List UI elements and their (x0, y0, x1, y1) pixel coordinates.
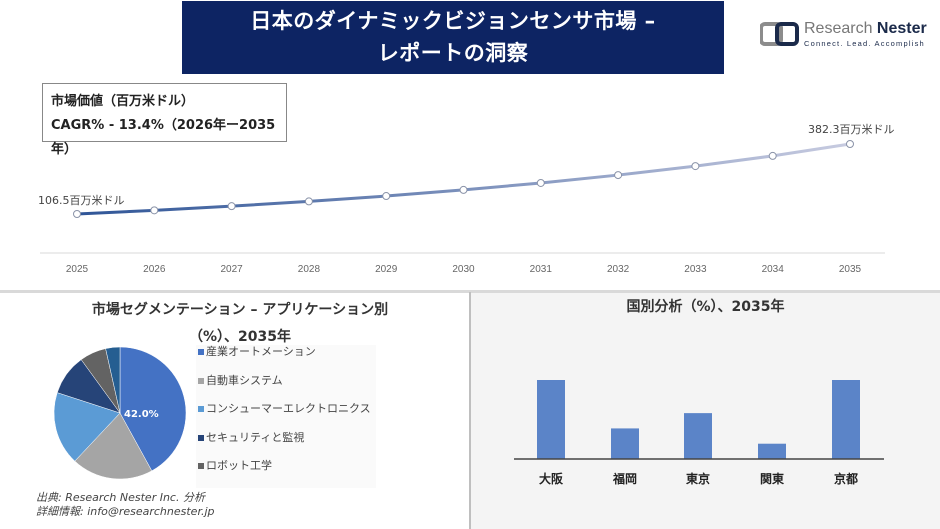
horizontal-divider (0, 290, 940, 293)
start-value-annotation: 106.5百万米ドル (38, 194, 125, 207)
legend-label: ロボット工学 (206, 459, 272, 472)
market-info-box: 市場価値（百万米ドル） CAGR% - 13.4%（2026年ー2035年） (42, 83, 287, 157)
pie-slice (53, 392, 121, 462)
page-title-line1: 日本のダイナミックビジョンセンサ市場 – (250, 9, 656, 33)
legend-item: セキュリティと監視 (196, 431, 376, 460)
x-tick-label: 2035 (839, 264, 862, 275)
segmentation-title: 市場セグメンテーション – アプリケーション別 （%）、2035年 (40, 297, 440, 351)
legend-label: コンシューマーエレクトロニクス (206, 402, 371, 415)
x-tick-label: 2030 (452, 264, 475, 275)
contact-line: 詳細情報: info@researchnester.jp (36, 505, 215, 518)
legend-item: コンシューマーエレクトロニクス (196, 402, 376, 431)
logo-icon (760, 22, 799, 46)
x-tick-label: 2032 (607, 264, 630, 275)
data-point-marker (382, 192, 391, 201)
country-analysis-title: 国別分析（%）、2035年 (626, 299, 785, 315)
country-label: 京都 (834, 471, 858, 486)
legend-item: ロボット工学 (196, 459, 376, 488)
x-tick-label: 2026 (143, 264, 166, 275)
pie-center-label: 42.0% (124, 409, 159, 420)
source-note: 出典: Research Nester Inc. 分析 詳細情報: info@r… (36, 491, 215, 519)
pie-slice (119, 346, 187, 472)
data-point-marker (150, 206, 159, 215)
end-value-annotation: 382.3百万米ドル (808, 123, 895, 136)
logo-tagline: Connect. Lead. Accomplish (804, 39, 925, 48)
country-label: 福岡 (612, 471, 637, 486)
country-bar (758, 443, 786, 459)
segmentation-title-line1: 市場セグメンテーション – アプリケーション別 (91, 302, 389, 318)
x-tick-label: 2027 (220, 264, 243, 275)
country-label: 大阪 (539, 471, 564, 486)
pie-legend: 産業オートメーション 自動車システムコンシューマーエレクトロニクス セキュリティと監… (196, 345, 376, 488)
x-tick-label: 2031 (530, 264, 553, 275)
data-point-marker (691, 162, 700, 171)
x-tick-label: 2025 (66, 264, 89, 275)
country-bar (684, 413, 712, 459)
title-banner: 日本のダイナミックビジョンセンサ市場 – レポートの洞察 (182, 1, 724, 74)
x-tick-label: 2033 (684, 264, 707, 275)
data-point-marker (459, 185, 468, 194)
pie-slice (105, 346, 121, 414)
legend-swatch-icon (198, 463, 204, 469)
source-line: 出典: Research Nester Inc. 分析 (36, 491, 205, 504)
application-pie-chart: 42.0% (53, 346, 187, 480)
data-point-marker (227, 202, 236, 211)
market-value-line-chart: 2025 2026 2027 2028 2029 2030 2031 2032 2033 2034… (38, 123, 895, 275)
page-title-line2: レポートの洞察 (377, 41, 529, 65)
legend-swatch-icon (198, 349, 204, 355)
country-bar (832, 380, 860, 459)
data-point-marker (536, 178, 545, 187)
legend-swatch-icon (198, 406, 204, 412)
legend-item: 自動車システム (196, 374, 376, 403)
data-point-marker (614, 171, 623, 180)
market-value-label: 市場価値（百万米ドル） (51, 94, 195, 109)
x-tick-label: 2028 (298, 264, 321, 275)
research-nester-logo: Research Nester Connect. Lead. Accomplis… (758, 18, 938, 50)
country-label: 関東 (760, 471, 784, 486)
pie-slice (74, 412, 153, 480)
legend-label: 産業オートメーション (206, 345, 316, 358)
data-point-marker (304, 197, 313, 206)
country-bar (537, 380, 565, 459)
legend-label: 自動車システム (206, 373, 283, 387)
cagr-label: CAGR% - 13.4%（2026年ー2035年） (51, 118, 276, 157)
legend-label: セキュリティと監視 (206, 430, 305, 444)
data-point-marker (768, 151, 777, 160)
data-point-marker (846, 140, 854, 148)
x-tick-label: 2029 (375, 264, 398, 275)
segmentation-title-line2: （%）、2035年 (189, 329, 291, 345)
data-point-marker (73, 210, 81, 218)
legend-swatch-icon (198, 377, 204, 384)
vertical-divider (469, 292, 471, 529)
country-bar (611, 428, 639, 459)
legend-swatch-icon (198, 434, 204, 441)
country-bar-chart: 大阪 福岡 東京 関東 京都 (514, 380, 884, 486)
legend-item: 産業オートメーション (196, 345, 376, 374)
country-label: 東京 (686, 471, 710, 486)
market-value-line (76, 142, 851, 216)
x-tick-label: 2034 (762, 264, 785, 275)
logo-name: Research Nester (804, 20, 927, 37)
